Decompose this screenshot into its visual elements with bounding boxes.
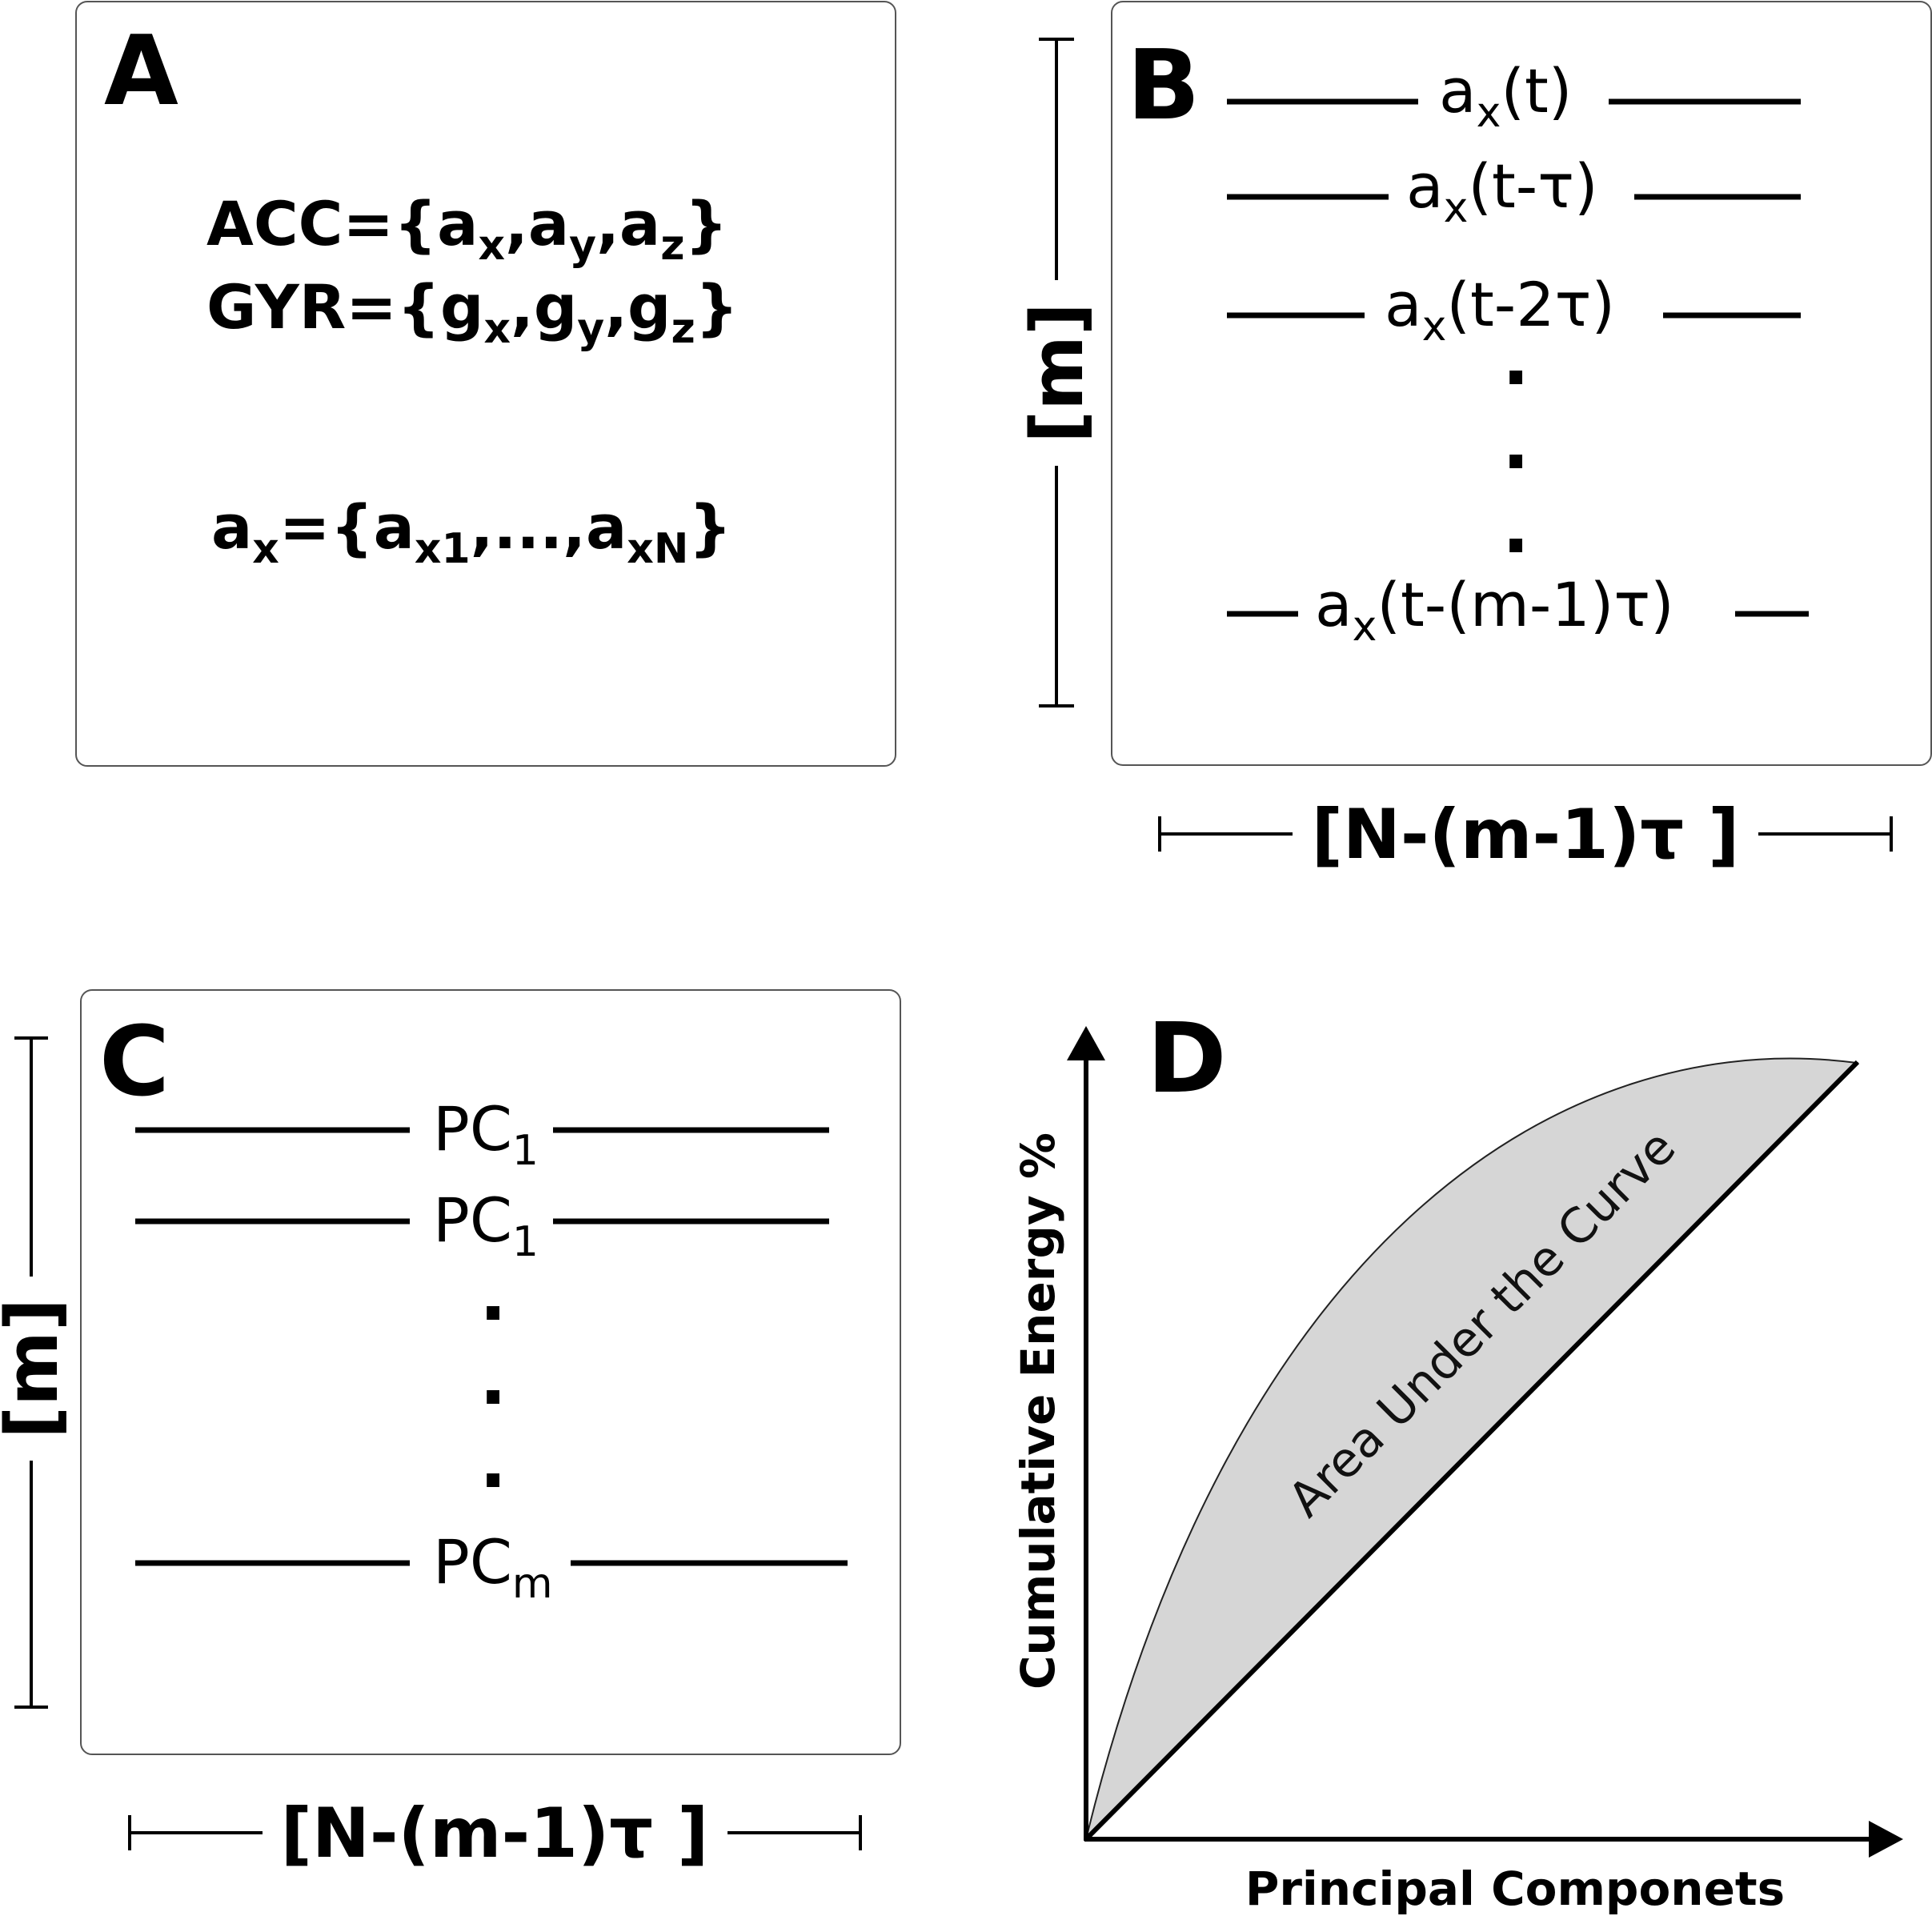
panel-b: B ax(t) ax(t-τ) ax(t-2τ) . . . ax(t-(m-1… xyxy=(1016,1,1932,875)
row-label: PCm xyxy=(433,1526,553,1608)
ellipsis-dot: . xyxy=(1502,402,1529,486)
row-label: ax(t-(m-1)τ) xyxy=(1315,569,1674,651)
panel-b-box xyxy=(1111,1,1932,766)
width-dimension-bracket xyxy=(128,1815,862,1850)
panel-a: A ACC={ax,ay,az} GYR={gx,gy,gz} ax={ax1,… xyxy=(75,1,896,767)
width-dimension-label: [N-(m-1)τ ] xyxy=(1312,795,1740,875)
panel-a-box xyxy=(75,1,896,767)
ellipsis-dot: . xyxy=(1502,486,1529,570)
ellipsis-dot: . xyxy=(479,1337,507,1421)
gyr-definition: GYR={gx,gy,gz} xyxy=(206,271,739,353)
panel-d-letter: D xyxy=(1147,1004,1227,1115)
ellipsis-dot: . xyxy=(1502,318,1529,402)
panel-d: D Area Under the Curve Cumulative Energy… xyxy=(1011,1004,1903,1916)
m-dimension-bracket xyxy=(1039,38,1074,707)
m-dimension-label: [m] xyxy=(0,1298,74,1439)
row-label: ax(t) xyxy=(1439,55,1572,137)
row-label: ax(t-2τ) xyxy=(1385,269,1615,351)
acc-definition: ACC={ax,ay,az} xyxy=(206,188,728,270)
width-dimension-label: [N-(m-1)τ ] xyxy=(281,1794,709,1874)
width-dimension-bracket xyxy=(1158,816,1893,852)
m-dimension-label: [m] xyxy=(1016,303,1100,443)
ellipsis-dot: . xyxy=(479,1421,507,1505)
ax-definition: ax={ax1,...,axN} xyxy=(211,491,732,573)
y-axis-label: Cumulative Energy % xyxy=(1011,1132,1065,1690)
row-label: ax(t-τ) xyxy=(1406,150,1598,232)
y-axis-arrowhead xyxy=(1067,1026,1105,1060)
diagonal-reference-line xyxy=(1084,1060,1860,1842)
row-label: PC1 xyxy=(433,1093,539,1175)
panel-c: C PC1 PC1 . . . PCm [m] [N xyxy=(0,989,901,1874)
panel-c-letter: C xyxy=(99,1007,170,1118)
row-label: PC1 xyxy=(433,1184,539,1266)
m-dimension-bracket xyxy=(14,1036,48,1709)
panel-b-letter: B xyxy=(1127,30,1200,142)
panel-a-letter: A xyxy=(104,16,178,127)
x-axis-arrowhead xyxy=(1869,1821,1903,1858)
x-axis-label: Principal Componets xyxy=(1245,1862,1785,1916)
ellipsis-dot: . xyxy=(479,1253,507,1337)
